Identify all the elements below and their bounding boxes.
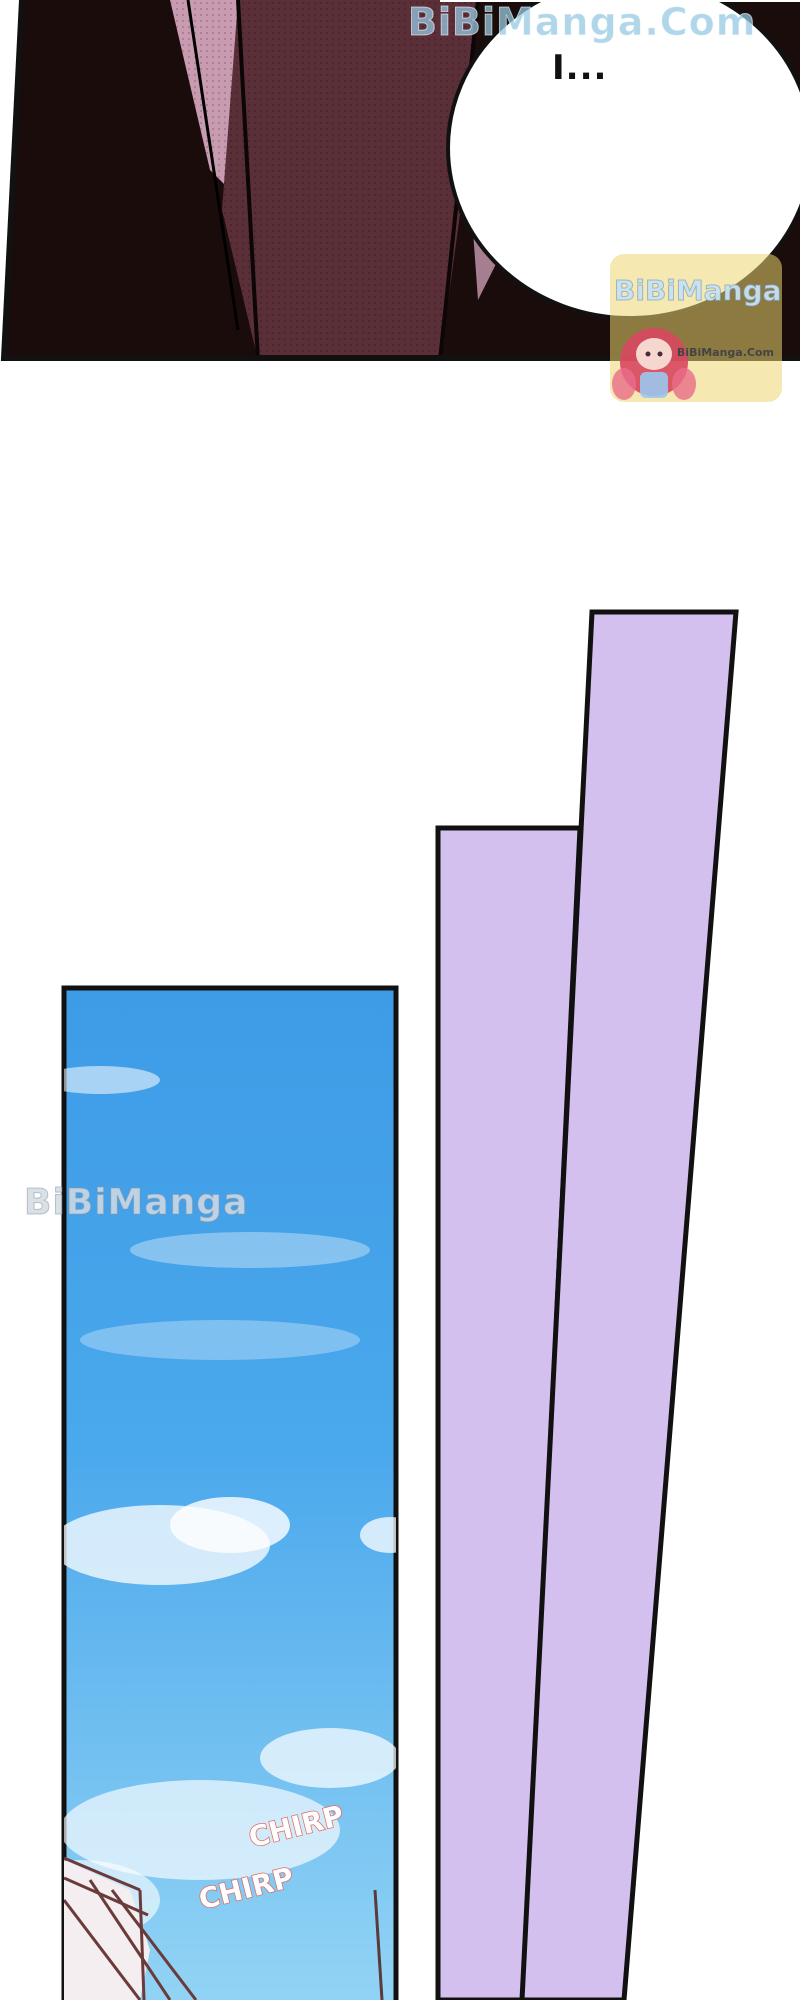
mascot-icon <box>612 328 696 400</box>
site-badge: BiBiManga BiBiManga.Com <box>610 254 782 402</box>
lavender-panel-left <box>435 825 583 2000</box>
sky-panel <box>61 985 399 2000</box>
watermark-mid: BiBiManga <box>23 1182 249 1224</box>
watermark-top: BiBiManga.Com <box>407 0 757 45</box>
badge-subtitle: BiBiManga.Com <box>676 346 774 359</box>
clouds <box>64 1066 396 2000</box>
badge-title: BiBiManga <box>614 274 783 308</box>
lavender-panel-right <box>519 609 739 2000</box>
speech-bubble-text: I... <box>552 48 608 88</box>
top-panel-border <box>0 0 800 361</box>
